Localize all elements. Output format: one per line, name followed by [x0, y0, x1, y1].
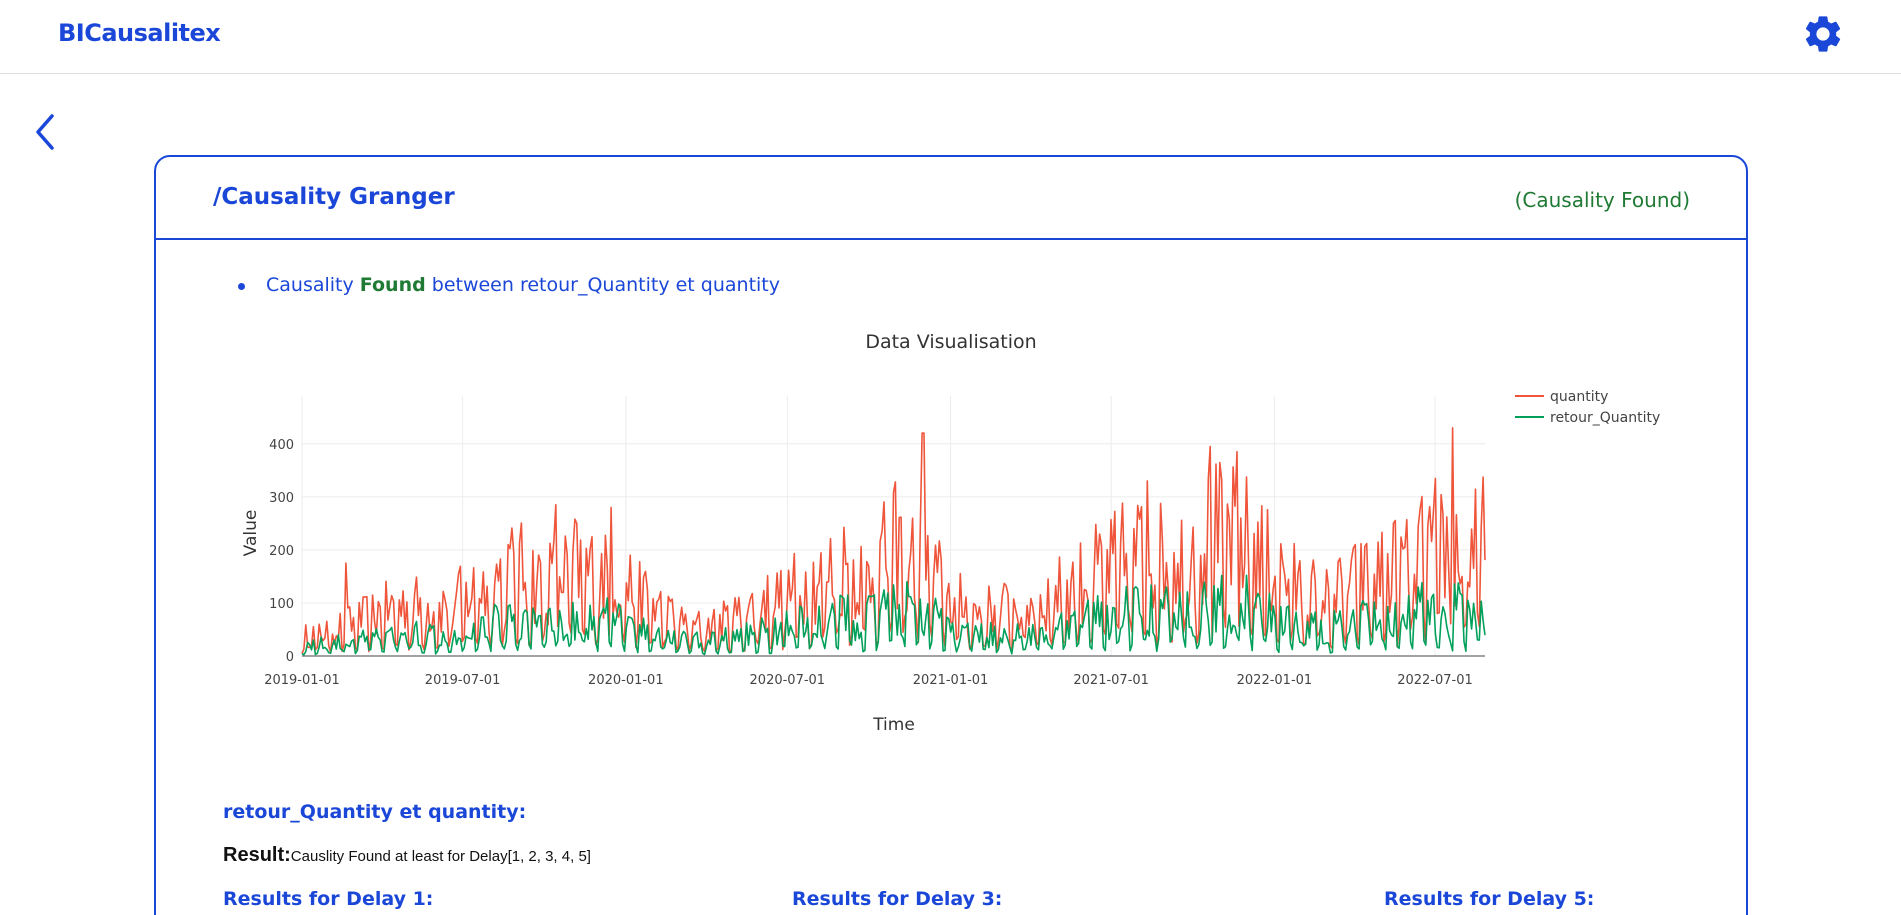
x-tick-label: 2020-01-01: [588, 673, 664, 688]
summary-suffix: between retour_Quantity et quantity: [425, 274, 781, 296]
chart-legend[interactable]: quantity retour_Quantity: [1515, 389, 1660, 426]
delay-1-heading: Results for Delay 1:: [223, 888, 434, 910]
y-axis-label: Value: [241, 510, 261, 557]
status-badge: (Causality Found): [1514, 188, 1690, 212]
y-tick-label: 0: [286, 650, 294, 665]
x-tick-label: 2021-07-01: [1073, 673, 1149, 688]
result-line: Result:Causlity Found at least for Delay…: [223, 844, 591, 867]
summary-prefix: Causality: [266, 274, 360, 296]
chart-ticks: 0 100 200 300 400 2019-01-01 2019-07-01 2020-01…: [264, 438, 1473, 688]
pair-title: retour_Quantity et quantity:: [223, 801, 527, 823]
data-visualisation-chart: Data Visualisation Time Value 0 100 200 300…: [241, 331, 1660, 735]
x-tick-label: 2019-01-01: [264, 673, 340, 688]
series-line-retour_Quantity: [301, 574, 1486, 656]
x-axis-label: Time: [872, 715, 915, 735]
chart-title: Data Visualisation: [865, 331, 1036, 353]
x-tick-label: 2022-01-01: [1237, 673, 1313, 688]
y-tick-label: 300: [269, 491, 294, 506]
y-tick-label: 400: [269, 438, 294, 453]
delay-3-heading: Results for Delay 3:: [792, 888, 1003, 910]
x-tick-label: 2022-07-01: [1397, 673, 1473, 688]
granger-card: /Causality Granger (Causality Found) Cau…: [154, 155, 1748, 915]
legend-label: retour_Quantity: [1550, 410, 1660, 426]
card-header: /Causality Granger (Causality Found): [156, 157, 1746, 240]
legend-label: quantity: [1550, 389, 1608, 405]
card-title: /Causality Granger: [213, 184, 455, 210]
x-tick-label: 2020-07-01: [750, 673, 826, 688]
causality-summary: Causality Found between retour_Quantity …: [266, 274, 780, 296]
bullet-dot: [238, 283, 245, 290]
chevron-left-icon[interactable]: [30, 112, 60, 152]
top-bar: BICausalitex: [0, 0, 1901, 74]
summary-found: Found: [359, 274, 426, 296]
y-tick-label: 100: [269, 597, 294, 612]
x-tick-label: 2021-01-01: [913, 673, 989, 688]
result-value: Causlity Found at least for Delay[1, 2, …: [290, 848, 591, 865]
result-label: Result:: [223, 844, 291, 866]
chart-series: [301, 427, 1486, 656]
brand-logo[interactable]: BICausalitex: [58, 19, 221, 47]
y-tick-label: 200: [269, 544, 294, 559]
series-line-quantity: [301, 427, 1486, 654]
gear-icon[interactable]: [1801, 12, 1845, 56]
x-tick-label: 2019-07-01: [425, 673, 501, 688]
delay-5-heading: Results for Delay 5:: [1384, 888, 1595, 910]
